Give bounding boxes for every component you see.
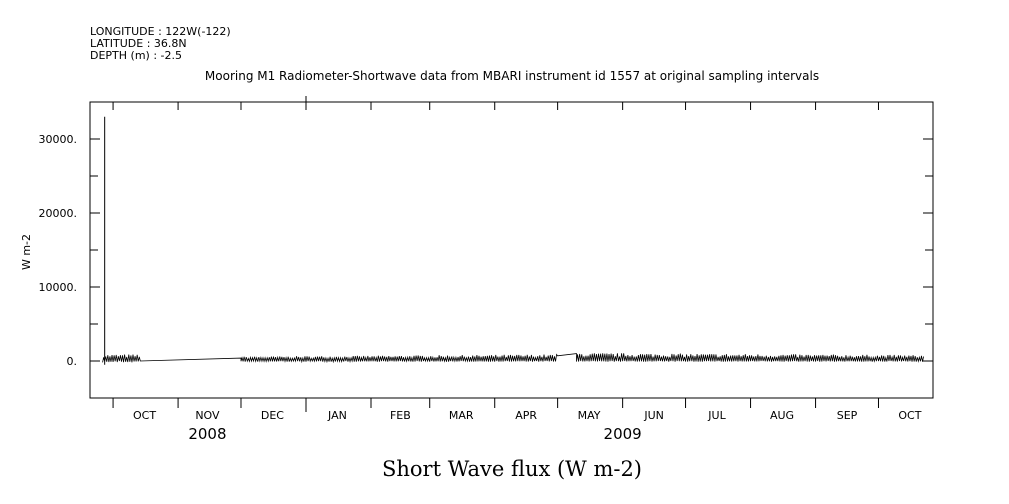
x-tick-label: JAN [327,409,347,422]
y-axis: 0. 10000. 20000. 30000. [39,101,933,399]
x-axis-label: Short Wave flux (W m-2) [382,457,642,481]
x-tick-label: OCT [133,409,156,422]
x-axis: OCT NOV DEC JAN FEB MAR APR MAY JUN JUL AUG SEP OCT 2… [112,96,922,443]
longitude-label: LONGITUDE : 122W(-122) [90,25,231,38]
x-tick-label: APR [515,409,537,422]
chart-title: Mooring M1 Radiometer-Shortwave data fro… [205,69,819,83]
x-tick-label: AUG [770,409,794,422]
year-label: 2009 [604,425,642,443]
x-tick-label: JUL [707,409,726,422]
axes [89,101,934,399]
x-tick-label: SEP [837,409,858,422]
y-tick-label: 0. [67,355,78,368]
x-tick-label: MAY [578,409,601,422]
latitude-label: LATITUDE : 36.8N [90,37,187,50]
x-tick-label: DEC [261,409,284,422]
x-tick-label: JUN [643,409,664,422]
x-tick-label: MAR [449,409,474,422]
plot-frame [89,101,934,399]
y-tick-label: 20000. [39,207,78,220]
depth-label: DEPTH (m) : -2.5 [90,49,182,62]
series-shortwave [102,116,924,365]
x-tick-label: NOV [195,409,220,422]
y-axis-label: W m-2 [20,234,33,270]
x-tick-label: OCT [898,409,921,422]
series-line [102,353,924,364]
x-tick-label: FEB [390,409,411,422]
y-tick-label: 30000. [39,133,78,146]
year-label: 2008 [188,425,226,443]
y-tick-label: 10000. [39,281,78,294]
